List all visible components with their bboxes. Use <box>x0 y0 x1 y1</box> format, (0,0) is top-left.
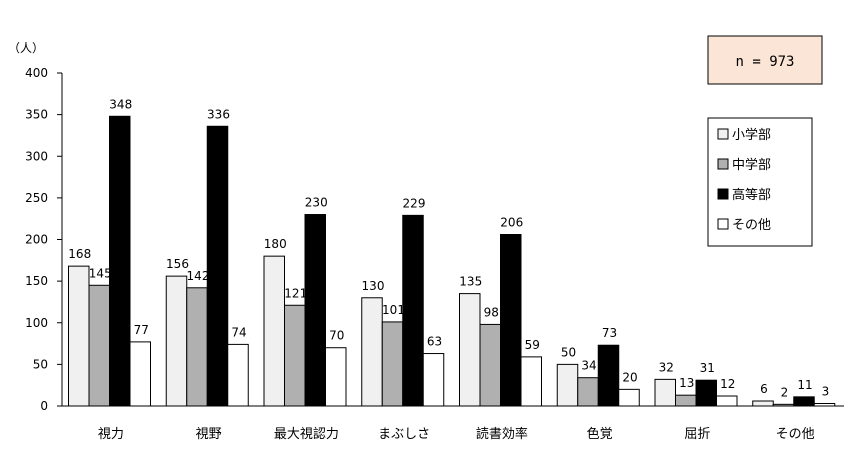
n-box-frame <box>707 35 823 85</box>
bar-value-label: 11 <box>797 378 812 392</box>
y-axis: 0 50 100 150 200 250 300 350 400 <box>25 66 63 413</box>
bar-value-label: 168 <box>68 247 91 261</box>
bar-value-label: 336 <box>207 107 230 121</box>
x-category-label: 視野 <box>196 427 222 442</box>
bar <box>263 255 285 407</box>
x-category-label: その他 <box>776 427 815 442</box>
bar <box>618 388 640 407</box>
bar <box>88 284 110 407</box>
y-unit-label: （人） <box>8 41 44 55</box>
bar <box>227 343 249 407</box>
n-box: n = 973 <box>707 35 823 85</box>
bar <box>752 400 774 407</box>
bar <box>186 287 208 407</box>
bar-value-label: 12 <box>720 377 735 391</box>
legend-label: その他 <box>732 218 771 233</box>
y-tick-label: 150 <box>25 274 48 288</box>
legend-swatch <box>717 158 729 170</box>
legend-label: 小学部 <box>732 127 771 143</box>
bar <box>68 265 90 407</box>
x-category-label: 色覚 <box>587 426 613 442</box>
bar-value-label: 206 <box>500 216 523 230</box>
bar <box>675 394 697 407</box>
legend-label: 高等部 <box>732 187 771 203</box>
x-category-label: 屈折 <box>684 427 710 442</box>
bar <box>716 395 738 407</box>
bar-value-label: 145 <box>89 266 112 280</box>
bar <box>597 344 620 407</box>
legend-label: 中学部 <box>732 157 771 173</box>
bar-value-label: 77 <box>134 323 149 337</box>
bar <box>381 321 404 407</box>
n-label: n = 973 <box>735 54 794 70</box>
legend-swatch <box>717 218 729 230</box>
bar <box>520 356 542 407</box>
bar-value-label: 101 <box>382 303 405 317</box>
bar <box>284 304 306 407</box>
bar <box>361 297 383 407</box>
y-tick-label: 0 <box>40 399 48 413</box>
x-category-label: 読書効率 <box>476 426 528 442</box>
bar <box>459 293 481 407</box>
bar-value-label: 34 <box>581 359 596 373</box>
bar-value-label: 230 <box>305 196 328 210</box>
bar-value-label: 229 <box>403 196 426 210</box>
y-tick-label: 100 <box>25 316 48 330</box>
bar <box>556 363 579 407</box>
bar-value-label: 156 <box>166 257 189 271</box>
bar-value-label: 31 <box>700 361 715 375</box>
bar <box>500 234 522 407</box>
y-tick-label: 300 <box>25 149 48 163</box>
bar <box>402 214 424 407</box>
bar-value-label: 50 <box>561 345 576 359</box>
bar-value-label: 98 <box>484 305 499 319</box>
y-tick-label: 50 <box>33 357 48 371</box>
x-category-label: 視力 <box>98 427 124 442</box>
bar-value-label: 20 <box>622 370 637 384</box>
bar <box>325 347 347 407</box>
bar <box>793 396 815 407</box>
bar-value-label: 32 <box>659 360 674 374</box>
y-tick-label: 350 <box>25 108 48 122</box>
bar-value-label: 74 <box>231 325 246 339</box>
bar-value-label: 348 <box>109 97 132 111</box>
bar <box>577 377 599 407</box>
y-tick-label: 250 <box>25 191 48 205</box>
bar-value-label: 6 <box>760 382 768 396</box>
bar-value-label: 3 <box>822 385 830 399</box>
bar-value-label: 121 <box>284 286 307 300</box>
bar <box>109 115 131 407</box>
bar-value-label: 130 <box>362 279 385 293</box>
bar <box>479 323 501 407</box>
bar-value-label: 73 <box>602 326 617 340</box>
bar-value-label: 70 <box>329 329 344 343</box>
bar <box>165 275 188 407</box>
bar-value-label: 135 <box>459 275 482 289</box>
bar <box>422 353 445 407</box>
x-axis: 視力 視野 最大視認力 まぶしさ 読書効率 色覚 屈折 その他 <box>62 405 844 442</box>
bar <box>129 341 151 407</box>
bar <box>654 378 676 407</box>
bar-value-label: 13 <box>679 376 694 390</box>
bar <box>304 214 326 407</box>
bar-value-label: 63 <box>427 335 442 349</box>
legend-swatch <box>717 128 729 140</box>
bar <box>695 379 717 407</box>
bar-value-label: 59 <box>525 338 540 352</box>
bar-value-label: 180 <box>264 237 287 251</box>
bar <box>206 125 229 407</box>
y-tick-label: 400 <box>25 66 48 80</box>
legend-swatch <box>717 188 729 200</box>
bar-value-label: 142 <box>187 269 210 283</box>
x-category-label: 最大視認力 <box>274 426 339 442</box>
y-tick-label: 200 <box>25 233 48 247</box>
bar-value-label: 2 <box>781 385 789 399</box>
x-category-label: まぶしさ <box>378 427 430 442</box>
